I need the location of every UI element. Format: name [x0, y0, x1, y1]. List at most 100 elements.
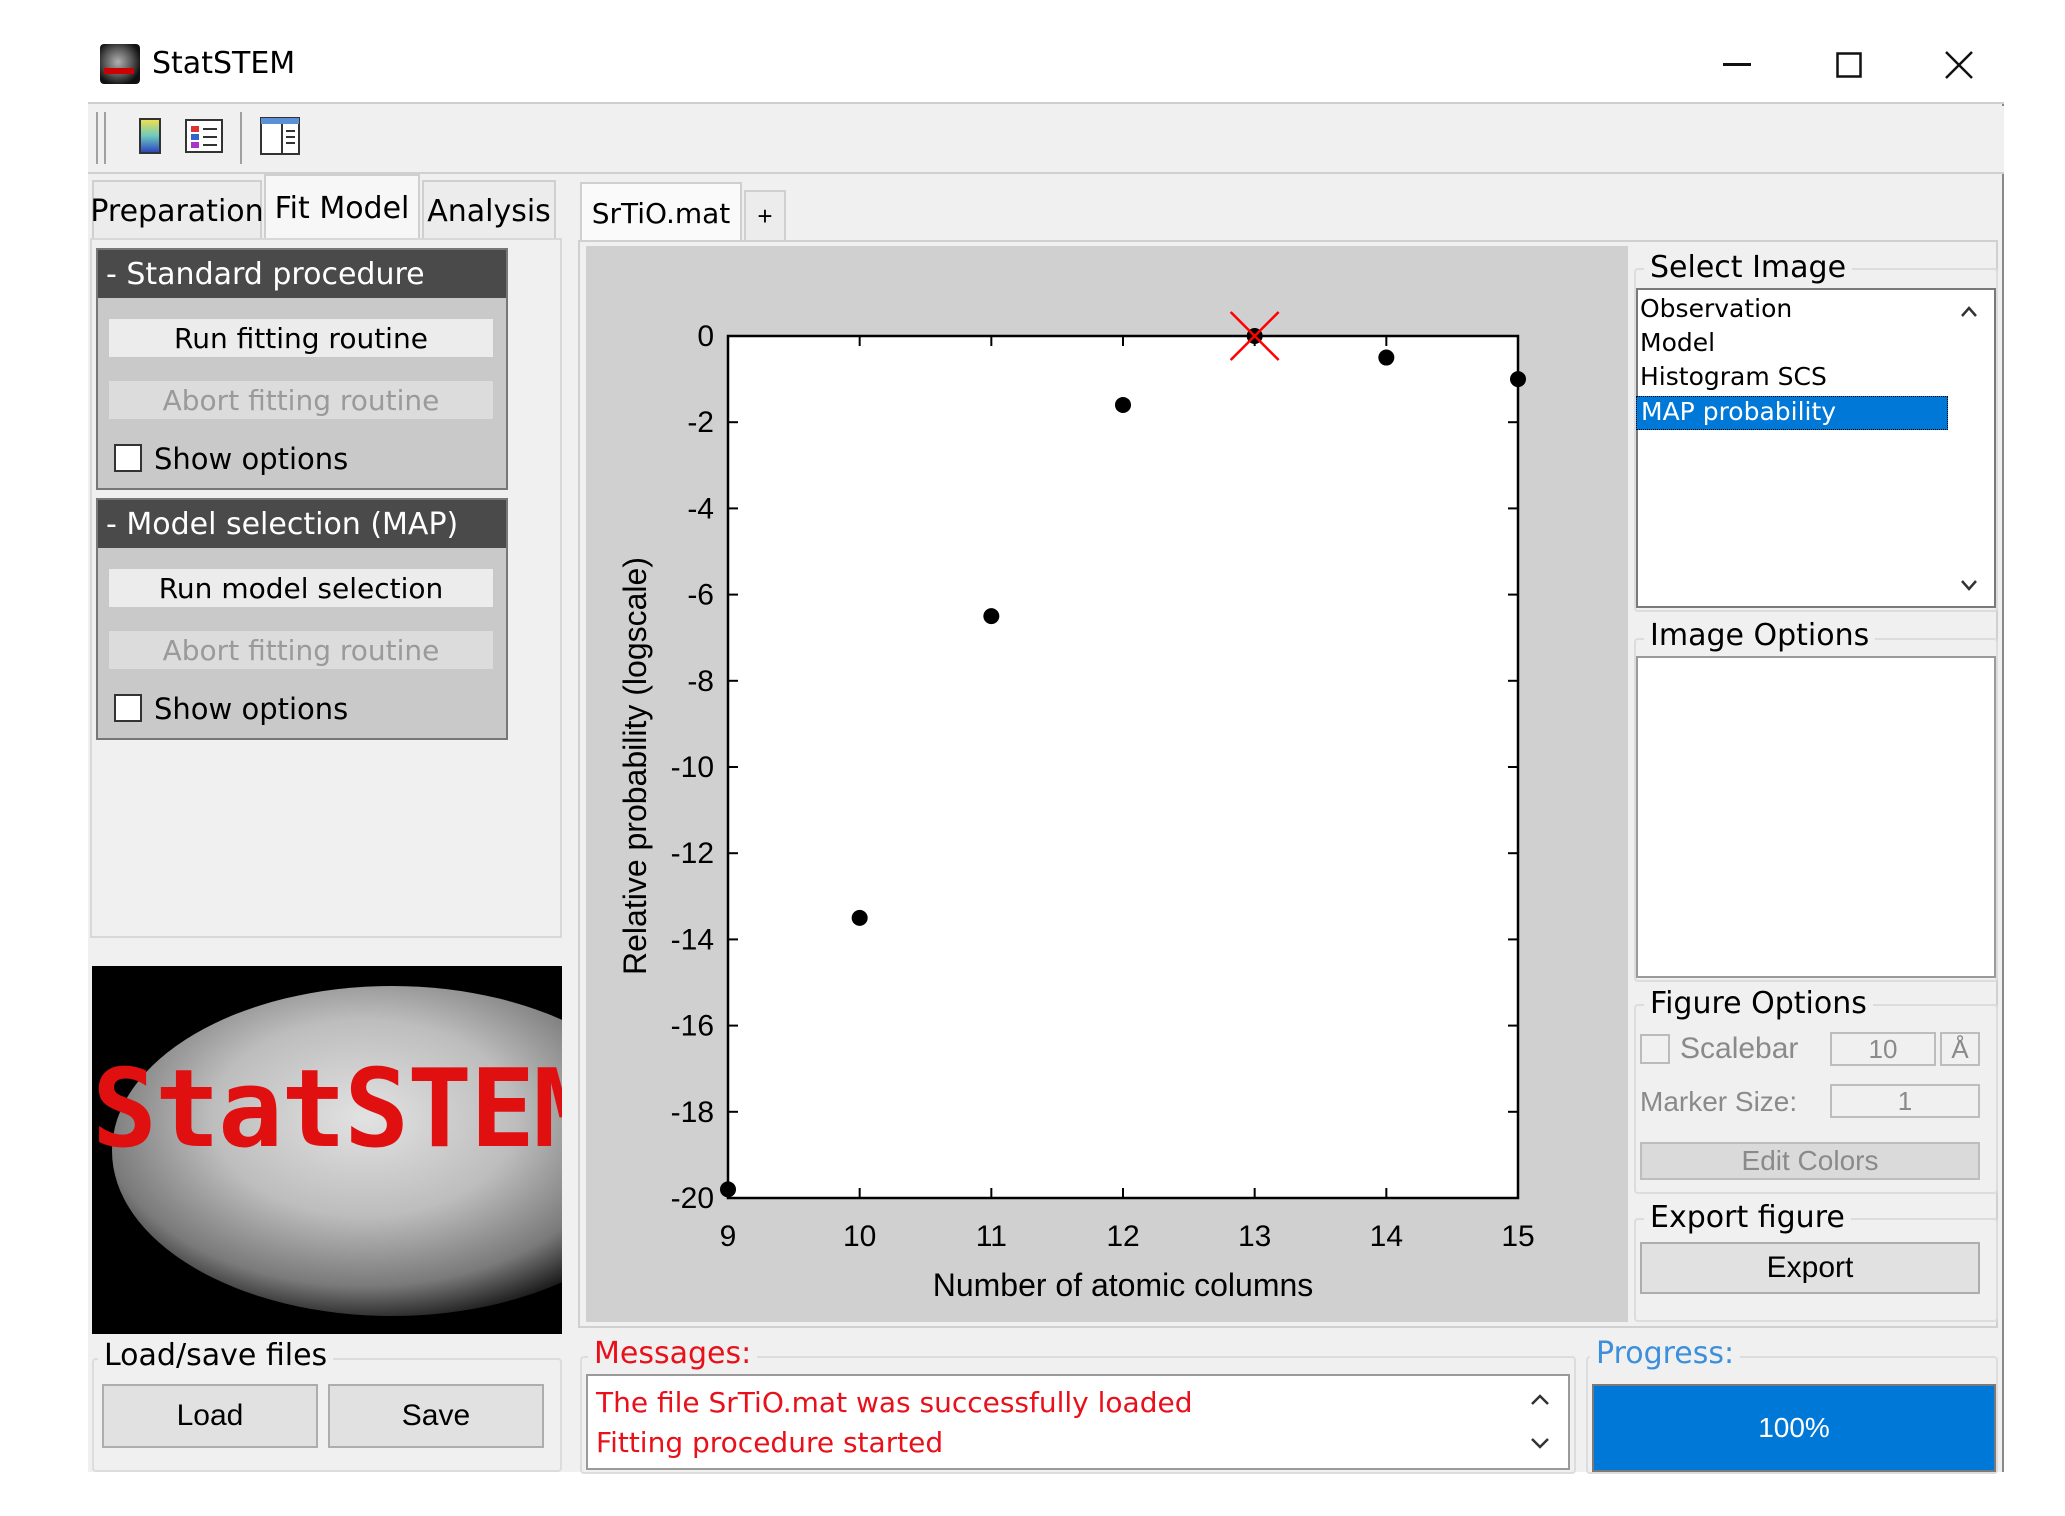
scalebar-label: Scalebar [1680, 1032, 1799, 1065]
x-tick-label: 10 [843, 1220, 876, 1253]
show-options-label: Show options [154, 692, 349, 726]
x-tick-label: 11 [976, 1220, 1007, 1253]
image-options-box [1636, 656, 1996, 978]
app-icon [100, 44, 140, 84]
marker-size-label: Marker Size: [1640, 1086, 1798, 1117]
chevron-up-icon [1961, 306, 1977, 317]
tab-preparation[interactable]: Preparation [90, 180, 264, 240]
messages-box [586, 1374, 1570, 1470]
x-axis-label: Number of atomic columns [933, 1267, 1314, 1303]
load-save-legend: Load/save files [98, 1338, 334, 1373]
y-tick-label: -14 [671, 923, 714, 956]
list-item[interactable]: Observation [1640, 294, 1793, 323]
data-point [1378, 349, 1395, 366]
y-tick-label: -18 [671, 1096, 714, 1129]
y-axis-label: Relative probability (logscale) [617, 557, 653, 975]
chevron-down-icon [1961, 580, 1977, 591]
run-fitting-button[interactable]: Run fitting routine [108, 318, 494, 358]
y-tick-label: -10 [671, 751, 714, 784]
message-line: The file SrTiO.mat was successfully load… [596, 1386, 1193, 1419]
progress-legend: Progress: [1590, 1336, 1741, 1371]
scroll-down-button[interactable] [1954, 570, 1984, 600]
messages-legend: Messages: [588, 1336, 758, 1371]
title-bar [88, 32, 2004, 104]
minimize-button[interactable] [1702, 40, 1772, 90]
tab-srtio-mat[interactable]: SrTiO.mat [580, 182, 742, 242]
scalebar-value-field[interactable]: 10 [1830, 1032, 1936, 1066]
legend-button[interactable] [184, 114, 224, 158]
x-tick-label: 9 [720, 1220, 737, 1253]
messages-scroll-down[interactable] [1522, 1426, 1558, 1462]
toolbar-separator [104, 112, 106, 164]
y-tick-label: -2 [687, 406, 714, 439]
load-button[interactable]: Load [102, 1384, 318, 1448]
abort-fitting-button[interactable]: Abort fitting routine [108, 380, 494, 420]
panel-layout-icon [260, 117, 300, 155]
list-item-selected[interactable]: MAP probability [1636, 396, 1948, 430]
logo-text: StatSTEM [92, 1047, 562, 1172]
chevron-up-icon [1531, 1394, 1549, 1405]
image-options-legend: Image Options [1644, 618, 1876, 653]
axes-box [726, 334, 1520, 1200]
scalebar-checkbox[interactable] [1640, 1034, 1670, 1064]
edit-colors-button[interactable]: Edit Colors [1640, 1142, 1980, 1180]
y-tick-label: -4 [687, 492, 714, 525]
select-image-legend: Select Image [1644, 250, 1853, 285]
y-tick-label: -16 [671, 1010, 714, 1043]
x-tick-label: 12 [1106, 1220, 1139, 1253]
colorbar-icon [139, 118, 161, 154]
run-model-selection-button[interactable]: Run model selection [108, 568, 494, 608]
list-item[interactable]: Histogram SCS [1640, 362, 1827, 391]
scroll-up-button[interactable] [1954, 296, 1984, 326]
tab-fit-model[interactable]: Fit Model [264, 174, 420, 240]
abort-fitting-button[interactable]: Abort fitting routine [108, 630, 494, 670]
show-options-label: Show options [154, 442, 349, 476]
show-options-checkbox[interactable] [114, 444, 142, 472]
export-figure-legend: Export figure [1644, 1200, 1851, 1235]
figure-options-legend: Figure Options [1644, 986, 1873, 1021]
tab-analysis[interactable]: Analysis [422, 180, 556, 240]
message-line: Fitting procedure started [596, 1426, 944, 1459]
map-probability-chart: 9 10 11 12 13 14 15 0 -2 -4 -6 -8 -10 -12 -14 -16 -18 -2… [617, 311, 1535, 1303]
messages-fieldset [580, 1356, 1576, 1474]
close-icon [1945, 51, 1973, 79]
statstem-logo: StatSTEM [92, 966, 562, 1334]
show-options-checkbox[interactable] [114, 694, 142, 722]
add-tab-button[interactable]: + [744, 190, 786, 240]
y-tick-label: 0 [697, 320, 714, 353]
model-selection-header[interactable]: - Model selection (MAP) [98, 500, 506, 548]
x-tick-label: 15 [1501, 1220, 1534, 1253]
data-point [1510, 371, 1526, 388]
toolbar-separator [240, 112, 242, 164]
colorbar-button[interactable] [130, 114, 170, 158]
map-highlight-marker [1229, 311, 1280, 361]
y-tick-label: -20 [671, 1182, 714, 1215]
maximize-button[interactable] [1814, 40, 1884, 90]
export-button[interactable]: Export [1640, 1242, 1980, 1294]
progress-fieldset [1586, 1356, 1998, 1474]
window-title: StatSTEM [152, 46, 296, 81]
marker-size-field[interactable]: 1 [1830, 1084, 1980, 1118]
image-listbox[interactable] [1636, 288, 1996, 608]
y-tick-label: -12 [671, 837, 714, 870]
maximize-icon [1836, 52, 1862, 78]
save-button[interactable]: Save [328, 1384, 544, 1448]
messages-scroll-up[interactable] [1522, 1382, 1558, 1418]
scalebar-unit: Å [1940, 1032, 1980, 1066]
minimize-icon [1723, 63, 1751, 66]
toolbar-separator [96, 112, 98, 164]
plot-area: 9 10 11 12 13 14 15 0 -2 -4 -6 -8 -10 -12 -14 -16 -18 -2… [586, 246, 1628, 1322]
panel-layout-button[interactable] [260, 114, 300, 158]
x-tick-label: 14 [1370, 1220, 1403, 1253]
standard-procedure-header[interactable]: - Standard procedure [98, 250, 506, 298]
y-tick-label: -6 [687, 579, 714, 612]
list-item[interactable]: Model [1640, 328, 1716, 357]
close-button[interactable] [1924, 40, 1994, 90]
logo-background [112, 986, 562, 1316]
progress-bar: 100% [1592, 1384, 1996, 1472]
data-point [720, 1181, 736, 1198]
chevron-down-icon [1531, 1438, 1549, 1449]
toolbar [88, 106, 2004, 174]
legend-icon [185, 119, 223, 153]
data-point [983, 608, 1000, 625]
